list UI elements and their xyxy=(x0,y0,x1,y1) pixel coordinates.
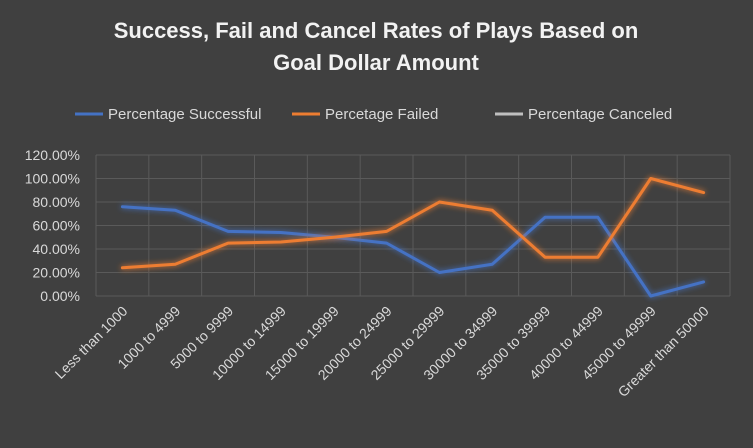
y-tick-label: 0.00% xyxy=(40,288,80,304)
series-line-percentage-successful xyxy=(120,205,706,298)
legend-label: Percentage Canceled xyxy=(528,106,672,123)
y-tick-label: 120.00% xyxy=(25,147,80,163)
series-line-percetage-failed xyxy=(120,177,706,270)
series-lines xyxy=(120,177,706,298)
y-tick-label: 60.00% xyxy=(33,218,80,234)
y-tick-label: 40.00% xyxy=(33,241,80,257)
grid xyxy=(95,154,731,297)
y-axis-ticks: 0.00% 20.00% 40.00% 60.00% 80.00% 100.00% 120.… xyxy=(25,147,80,304)
x-tick-label: Greater than 50000 xyxy=(615,303,712,400)
legend: Percentage Successful Percetage Failed Per… xyxy=(75,106,672,123)
legend-label: Percentage Successful xyxy=(108,106,261,123)
y-tick-label: 20.00% xyxy=(33,265,80,281)
legend-label: Percetage Failed xyxy=(325,106,438,123)
y-tick-label: 100.00% xyxy=(25,171,80,187)
chart-title-line-1: Success, Fail and Cancel Rates of Plays … xyxy=(114,18,639,43)
x-tick-label: Less than 1000 xyxy=(52,303,131,382)
y-tick-label: 80.00% xyxy=(33,194,80,210)
chart-title-line-2: Goal Dollar Amount xyxy=(273,50,479,75)
